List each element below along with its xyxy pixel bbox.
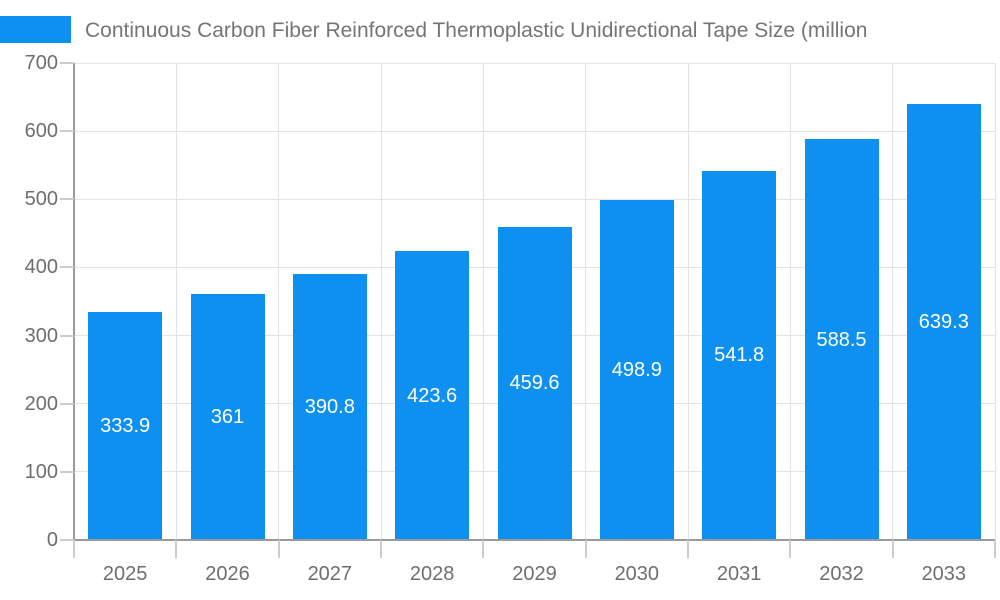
x-tick-mark — [891, 540, 894, 558]
x-tick-mark — [380, 540, 382, 558]
y-axis-tick-label: 600 — [24, 120, 58, 143]
y-tick-mark — [60, 198, 74, 201]
x-axis-tick-label: 2028 — [409, 563, 455, 585]
y-axis-tick-label: 200 — [24, 392, 58, 415]
y-gridline — [74, 62, 995, 64]
x-axis-tick-label: 2029 — [512, 563, 557, 585]
x-gridline — [789, 63, 791, 540]
x-axis-tick-label: 2033 — [921, 563, 967, 585]
legend-swatch[interactable] — [0, 16, 71, 43]
bar-value-label: 333.9 — [100, 415, 151, 438]
bar: 459.6 — [497, 226, 572, 540]
y-axis-tick-label: 300 — [24, 324, 58, 347]
x-axis-tick-label: 2025 — [102, 563, 148, 585]
x-axis-line — [74, 539, 995, 541]
x-gridline — [175, 63, 177, 540]
bar: 423.6 — [395, 251, 470, 540]
x-gridline — [687, 63, 689, 540]
plot-area: 333.9 361 390.8 423.6 459.6 498.9 541.8 588.5 63… — [74, 62, 996, 540]
bar: 498.9 — [599, 200, 674, 540]
x-tick-mark — [994, 540, 996, 558]
y-axis-tick-label: 400 — [24, 256, 58, 279]
bar-value-label: 459.6 — [509, 372, 560, 395]
x-tick-mark — [175, 540, 178, 558]
y-tick-mark — [60, 62, 74, 64]
x-gridline — [482, 63, 484, 540]
bar-value-label: 390.8 — [304, 395, 355, 418]
y-gridline — [74, 198, 995, 200]
y-axis-tick-label: 500 — [24, 188, 58, 211]
y-tick-mark — [60, 266, 74, 269]
x-gridline — [585, 63, 587, 540]
bar: 541.8 — [702, 170, 777, 540]
y-axis-line — [73, 63, 75, 558]
y-axis-tick-label: 700 — [24, 52, 58, 74]
y-tick-mark — [60, 334, 74, 337]
y-gridline — [74, 130, 995, 132]
bar: 588.5 — [804, 138, 879, 540]
y-axis-tick-label: 0 — [46, 529, 58, 551]
x-gridline — [892, 63, 894, 540]
bar-value-label: 541.8 — [714, 344, 765, 367]
bar: 390.8 — [292, 273, 367, 540]
x-axis-tick-label: 2031 — [716, 563, 762, 585]
y-tick-mark — [60, 402, 74, 405]
x-gridline — [994, 63, 996, 540]
x-tick-mark — [277, 540, 280, 558]
bar-value-label: 588.5 — [816, 328, 867, 351]
x-tick-mark — [584, 540, 587, 558]
bar-value-label: 361 — [210, 406, 245, 429]
x-tick-mark — [73, 540, 75, 558]
bar-value-label: 423.6 — [407, 384, 458, 407]
y-tick-mark — [60, 130, 74, 133]
x-axis-tick-label: 2027 — [307, 563, 353, 585]
x-gridline — [380, 63, 382, 540]
y-tick-mark — [60, 470, 74, 473]
x-tick-mark — [687, 540, 689, 558]
bar: 333.9 — [88, 312, 163, 540]
x-axis-tick-label: 2032 — [819, 563, 864, 585]
x-axis-tick-label: 2026 — [205, 563, 250, 585]
x-tick-mark — [789, 540, 792, 558]
bar: 361 — [190, 294, 265, 540]
y-tick-mark — [60, 539, 74, 541]
bar-value-label: 639.3 — [918, 311, 969, 334]
x-axis-tick-label: 2030 — [614, 563, 660, 585]
x-gridline — [278, 63, 280, 540]
chart-title: Continuous Carbon Fiber Reinforced Therm… — [85, 19, 868, 42]
x-tick-mark — [482, 540, 485, 558]
y-axis-tick-label: 100 — [24, 460, 58, 483]
bar-value-label: 498.9 — [611, 359, 662, 382]
bar: 639.3 — [906, 104, 981, 540]
